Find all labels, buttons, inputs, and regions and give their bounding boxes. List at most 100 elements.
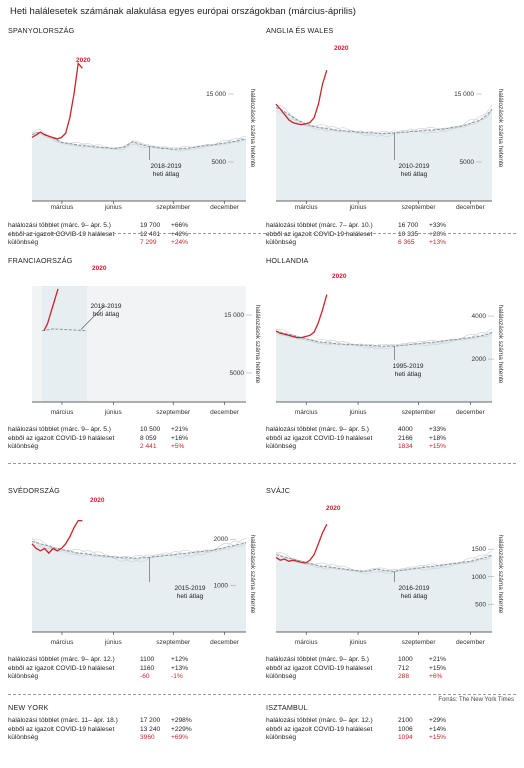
stat-percent: +229% [171, 725, 192, 733]
stats-panel: ISZTAMBUL halálozási többlet (márc. 9– áp… [266, 703, 518, 763]
stat-label: ebből az igazolt COVID-19 haláleset [266, 725, 373, 733]
series-2020-label: 2020 [334, 45, 349, 52]
stat-value: 2100 [398, 717, 413, 724]
stat-value: 7 299 [140, 239, 157, 247]
stat-value: 17 200 [140, 717, 161, 724]
y-tick-label: 500 [475, 601, 486, 608]
x-tick-label: december [210, 204, 240, 211]
y-tick-label: 2000 [472, 356, 487, 363]
avg-area [276, 107, 492, 201]
y-tick-label: 1500 [472, 546, 487, 553]
divider-2 [8, 463, 516, 464]
series-2020-label: 2020 [92, 265, 107, 272]
avg-label: 1995-2019 [392, 363, 423, 370]
x-tick-label: június [349, 639, 368, 646]
x-tick-label: június [104, 204, 123, 211]
panel-title: ISZTAMBUL [266, 703, 308, 712]
stat-percent: +33% [429, 222, 447, 229]
stat-percent: +20% [429, 230, 447, 238]
x-tick-label: március [295, 409, 319, 416]
y-tick-label: 4000 [472, 313, 487, 320]
chart-title: ANGLIA ÉS WALES [266, 26, 334, 35]
stat-percent: +69% [171, 734, 189, 742]
stat-label: halálozási többlet (márc. 9– ápr. 5.) [266, 656, 369, 663]
chart-panel: FRANCIAORSZÁG 2018-2019 heti átlag 2020 márc… [8, 256, 261, 456]
stat-value: 1834 [398, 443, 413, 451]
stat-percent: +15% [429, 664, 447, 672]
avg-label: heti átlag [401, 171, 428, 178]
stats-panel: NEW YORK halálozási többlet (márc. 11– áp… [8, 703, 260, 763]
series-2020-label: 2020 [332, 273, 347, 280]
panel-title: NEW YORK [8, 703, 49, 712]
stat-value: 4000 [398, 426, 413, 433]
stat-label: ebből az igazolt COVID-19 haláleset [8, 434, 115, 442]
series-2020-line [43, 288, 59, 331]
avg-line [275, 554, 493, 572]
stats-row: ebből az igazolt COVID-19 haláleset 10 33… [266, 231, 518, 240]
stat-value: 2166 [398, 434, 413, 442]
stats-row: ebből az igazolt COVID-19 haláleset 12 40… [8, 231, 260, 240]
x-tick-label: szeptember [156, 409, 191, 416]
stat-label: ebből az igazolt COVID-19 haláleset [8, 230, 115, 238]
series-2020-line [275, 524, 328, 564]
stats-row: különbség 1094 +15% [266, 734, 518, 743]
y-tick-label: 15 000 [454, 91, 474, 98]
stats-table: halálozási többlet (márc. 7– ápr. 10.) 16… [266, 222, 518, 248]
chart-panel: SVÁJC 2016-2019 heti átlag 2020 március júniu… [266, 486, 518, 686]
avg-leader [80, 305, 105, 330]
stat-percent: -1% [171, 673, 183, 681]
x-tick-label: december [210, 409, 240, 416]
stat-percent: +6% [429, 673, 443, 681]
stat-value: 1100 [140, 656, 155, 663]
avg-line [41, 328, 88, 332]
y-tick-label: 15 000 [224, 312, 244, 319]
x-tick-label: március [51, 639, 75, 646]
chart-title: SVÁJC [266, 486, 291, 495]
stat-value: 1094 [398, 734, 413, 742]
y-axis-label: halálozások száma hetente [254, 305, 261, 384]
x-tick-label: szeptember [402, 409, 437, 416]
series-2020-label: 2020 [90, 497, 105, 504]
stat-value: 6 365 [398, 239, 415, 247]
y-tick-label: 1000 [214, 583, 229, 590]
stat-label: ebből az igazolt COVID-19 haláleset [8, 725, 115, 733]
stats-row: halálozási többlet (márc. 9– ápr. 5.) 19 … [8, 222, 260, 231]
stats-row: különbség 288 +6% [266, 673, 518, 682]
stats-row: különbség 3960 +69% [8, 734, 260, 743]
stat-percent: +29% [429, 717, 447, 724]
stats-row: különbség -60 -1% [8, 673, 260, 682]
stat-label: halálozási többlet (márc. 11– ápr. 18.) [8, 717, 118, 724]
stat-percent: +42% [171, 230, 189, 238]
series-2020-label: 2020 [326, 505, 341, 512]
chart-title: FRANCIAORSZÁG [8, 256, 73, 265]
stat-value: 712 [398, 664, 410, 672]
year-trace [275, 109, 493, 136]
stats-table: halálozási többlet (márc. 9– ápr. 5.) 400… [266, 426, 518, 452]
stat-label: halálozási többlet (márc. 7– ápr. 10.) [266, 222, 373, 229]
avg-label: heti átlag [401, 593, 428, 600]
x-tick-label: szeptember [402, 639, 437, 646]
y-tick-label: 2000 [214, 536, 229, 543]
stats-row: halálozási többlet (márc. 9– ápr. 12.) 11… [8, 656, 260, 665]
stats-row: különbség 7 299 +24% [8, 239, 260, 248]
stat-label: halálozási többlet (márc. 9– ápr. 5.) [266, 426, 369, 433]
stats-row: halálozási többlet (márc. 7– ápr. 10.) 16… [266, 222, 518, 231]
x-tick-label: december [210, 639, 240, 646]
stat-value: 8 059 [140, 434, 157, 442]
year-trace [31, 543, 247, 562]
series-2020-line [275, 294, 328, 339]
stat-label: különbség [266, 239, 297, 247]
x-tick-label: június [349, 409, 368, 416]
stat-value: 1006 [398, 725, 413, 733]
stat-percent: +16% [171, 434, 189, 442]
x-tick-label: szeptember [402, 204, 437, 211]
avg-label: heti átlag [153, 171, 180, 178]
stat-percent: +21% [429, 656, 447, 663]
avg-label: 2016-2019 [398, 585, 429, 592]
avg-label: heti átlag [395, 371, 422, 378]
stat-value: 2 441 [140, 443, 157, 451]
x-tick-label: június [104, 639, 123, 646]
x-tick-label: szeptember [156, 639, 191, 646]
y-axis-label: halálozások száma hetente [249, 535, 256, 614]
